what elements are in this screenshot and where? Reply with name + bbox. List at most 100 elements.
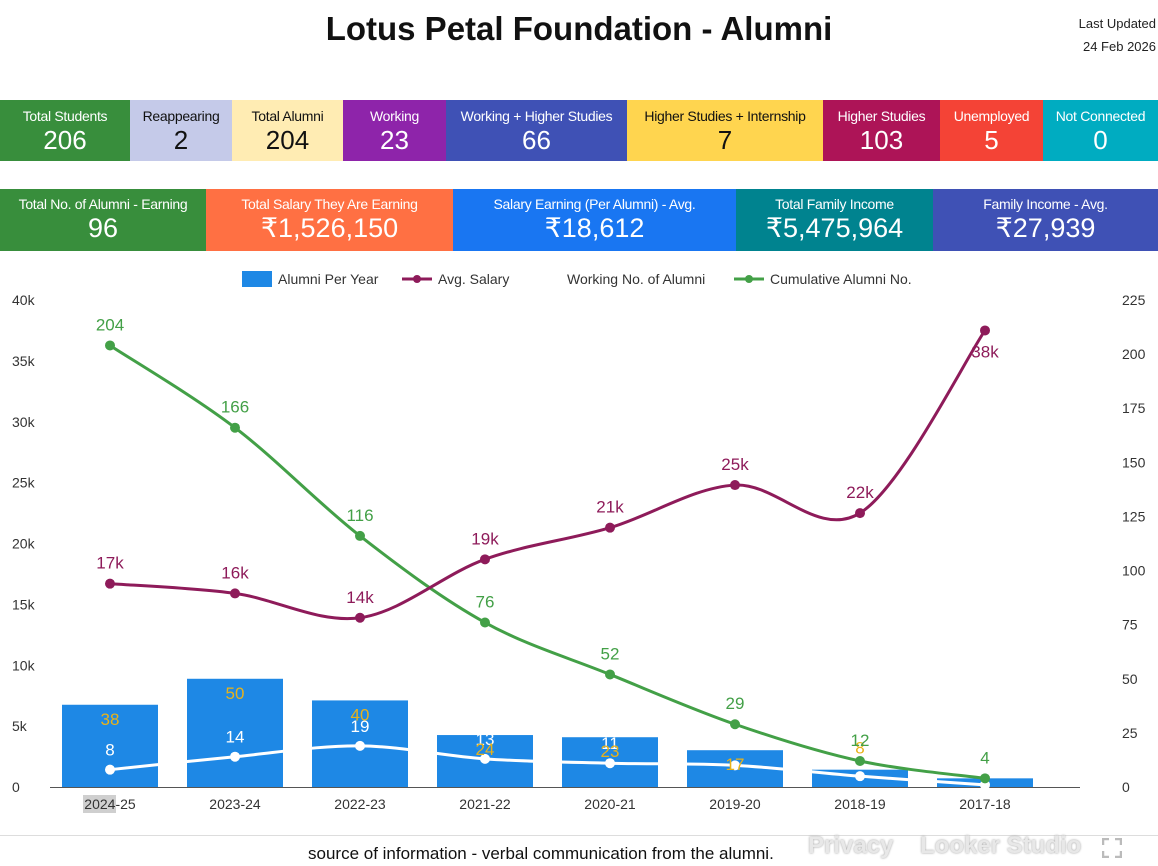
kpi-label: Higher Studies + Internship: [644, 108, 806, 124]
kpi-value: ₹27,939: [995, 213, 1096, 243]
data-label-avg-salary: 17k: [96, 554, 124, 573]
y-tick-left: 30k: [12, 414, 36, 430]
kpi-card: Unemployed 5: [940, 100, 1043, 161]
point-cumulative: [355, 530, 365, 541]
kpi-label: Higher Studies: [837, 108, 926, 124]
kpi-value: 23: [380, 125, 409, 155]
bar: [187, 678, 283, 787]
kpi-value: 2: [173, 125, 189, 155]
x-tick-label: 2024-25: [84, 796, 136, 812]
data-label-cumulative: 76: [476, 593, 495, 612]
data-label-cumulative: 12: [851, 731, 870, 750]
point-cumulative: [480, 617, 490, 628]
alumni-combo-chart: Alumni Per Year Avg. Salary Working No. of…: [12, 271, 1146, 813]
point-working: [355, 740, 365, 751]
data-label-avg-salary: 38k: [971, 342, 999, 361]
kpi-card: Total Students 206: [0, 100, 130, 161]
y-tick-right: 100: [1122, 563, 1146, 579]
legend-label: Working No. of Alumni: [567, 271, 705, 287]
data-label-bar: 24: [476, 740, 495, 759]
point-cumulative: [980, 773, 990, 784]
kpi-card: Working + Higher Studies 66: [446, 100, 627, 161]
data-label-working: 11: [601, 734, 619, 753]
point-avg-salary: [730, 480, 740, 491]
data-label-avg-salary: 14k: [346, 588, 374, 607]
point-working: [605, 758, 615, 769]
kpi-card: Working 23: [343, 100, 446, 161]
data-label-working: 19: [351, 717, 370, 736]
kpi-value: 204: [265, 125, 310, 155]
x-tick-label: 2020-21: [584, 796, 636, 812]
kpi-label: Total Family Income: [775, 196, 894, 212]
point-working: [105, 764, 115, 775]
data-label-cumulative: 116: [346, 506, 373, 525]
point-working: [480, 753, 490, 764]
kpi-label: Total No. of Alumni - Earning: [18, 196, 188, 212]
data-label-bar: 40: [351, 705, 370, 724]
point-avg-salary: [855, 508, 865, 519]
kpi-label: Reappearing: [142, 108, 220, 124]
kpi-value: ₹1,526,150: [260, 213, 399, 243]
kpi-value: 7: [717, 125, 733, 155]
kpi-card: Higher Studies 103: [823, 100, 940, 161]
x-tick-label: 2023-24: [209, 796, 261, 812]
point-avg-salary: [605, 522, 615, 533]
x-tick-highlight: [83, 795, 116, 813]
looker-studio-link[interactable]: Looker Studio: [920, 832, 1082, 859]
y-tick-left: 5k: [12, 718, 28, 734]
point-cumulative: [105, 340, 115, 351]
y-tick-left: 0: [12, 779, 20, 795]
kpi-label: Unemployed: [953, 108, 1030, 124]
legend-swatch-dot: [745, 275, 753, 283]
data-label-cumulative: 52: [601, 644, 620, 663]
kpi-value: ₹18,612: [544, 213, 645, 243]
data-label-working: 14: [226, 728, 245, 747]
data-label-avg-salary: 16k: [221, 563, 249, 582]
point-working: [855, 771, 865, 782]
kpi-label: Working + Higher Studies: [460, 108, 613, 124]
x-tick-label: 2019-20: [709, 796, 761, 812]
kpi-value: 96: [87, 213, 119, 243]
legend-swatch-dot: [413, 275, 421, 283]
kpi-label: Total Students: [22, 108, 108, 124]
kpi-value: 66: [522, 125, 551, 155]
y-tick-right: 225: [1122, 292, 1146, 308]
y-tick-left: 10k: [12, 657, 36, 673]
legend-label: Alumni Per Year: [278, 271, 379, 287]
privacy-link[interactable]: Privacy: [808, 832, 894, 859]
point-cumulative: [730, 719, 740, 730]
kpi-card: Salary Earning (Per Alumni) - Avg. ₹18,61…: [453, 189, 736, 251]
kpi-card: Reappearing 2: [130, 100, 232, 161]
fullscreen-icon[interactable]: [1101, 837, 1123, 859]
kpi-card: Higher Studies + Internship 7: [627, 100, 823, 161]
data-label-cumulative: 29: [726, 694, 745, 713]
y-tick-left: 25k: [12, 475, 36, 491]
kpi-card: Family Income - Avg. ₹27,939: [933, 189, 1158, 251]
kpi-value: ₹5,475,964: [765, 213, 904, 243]
kpi-label: Total Alumni: [251, 108, 324, 124]
legend-label: Cumulative Alumni No.: [770, 271, 912, 287]
y-tick-left: 35k: [12, 353, 36, 369]
point-cumulative: [855, 756, 865, 767]
y-tick-right: 125: [1122, 508, 1146, 524]
point-working: [730, 760, 740, 771]
kpi-label: Not Connected: [1055, 108, 1146, 124]
data-label-working: 8: [105, 741, 114, 760]
series-line-cumulative: [109, 344, 986, 780]
x-tick-label: 2022-23: [334, 796, 386, 812]
y-tick-left: 40k: [12, 292, 36, 308]
y-tick-right: 175: [1122, 400, 1146, 416]
data-label-cumulative: 204: [96, 315, 124, 334]
data-label-bar: 50: [226, 684, 245, 703]
x-tick-label: 2021-22: [459, 796, 511, 812]
kpi-label: Salary Earning (Per Alumni) - Avg.: [493, 196, 696, 212]
data-label-bar: 17: [726, 755, 745, 774]
source-note: source of information - verbal communica…: [308, 844, 774, 863]
y-tick-right: 200: [1122, 346, 1146, 362]
y-tick-right: 75: [1122, 617, 1138, 633]
point-avg-salary: [355, 612, 365, 623]
y-tick-right: 25: [1122, 725, 1138, 741]
kpi-value: 103: [859, 125, 904, 155]
last-updated-date: 24 Feb 2026: [1082, 39, 1156, 54]
x-tick-label: 2018-19: [834, 796, 886, 812]
